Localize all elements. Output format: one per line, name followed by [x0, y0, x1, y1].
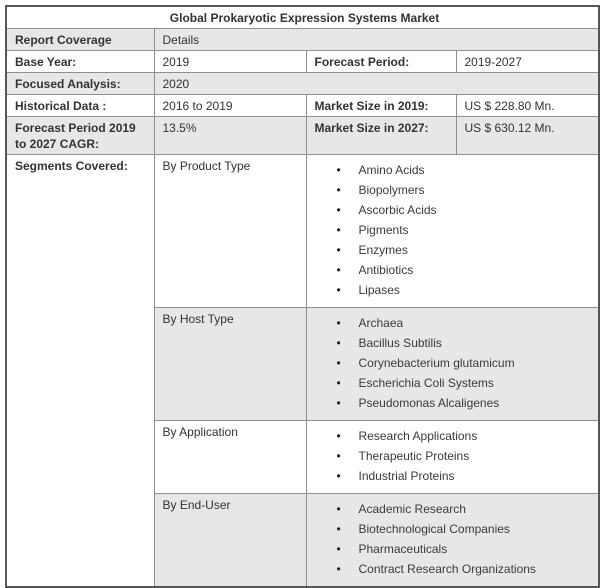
- list-item-label: Pharmaceuticals: [358, 542, 448, 556]
- historical-data-label: Historical Data :: [5, 94, 155, 117]
- bullet-icon: •: [336, 469, 341, 483]
- list-item: • Contract Research Organizations: [315, 559, 595, 579]
- report-coverage-value: Details: [153, 28, 600, 51]
- focused-analysis-row: Focused Analysis: 2020: [5, 72, 600, 95]
- bullet-icon: •: [336, 183, 341, 197]
- market-size-2027-label: Market Size in 2027:: [305, 116, 457, 155]
- report-coverage-table: Global Prokaryotic Expression Systems Ma…: [5, 5, 601, 588]
- list-item-label: Academic Research: [358, 502, 466, 516]
- list-item: • Industrial Proteins: [315, 466, 595, 486]
- bullet-icon: •: [336, 562, 341, 576]
- bullet-icon: •: [336, 542, 341, 556]
- list-item-label: Research Applications: [358, 429, 478, 443]
- list-item-label: Biopolymers: [358, 183, 425, 197]
- cagr-value: 13.5%: [153, 116, 307, 155]
- forecast-period-label: Forecast Period:: [305, 50, 457, 73]
- bullet-icon: •: [336, 263, 341, 277]
- segment-name-application: By Application: [153, 420, 307, 494]
- list-item-label: Corynebacterium glutamicum: [358, 356, 515, 370]
- focused-analysis-label: Focused Analysis:: [5, 72, 155, 95]
- list-item-label: Biotechnological Companies: [358, 522, 510, 536]
- segment-items-product-type: • Amino Acids • Biopolymers • Ascorbic Acid…: [305, 154, 600, 308]
- segment-items-host-type: • Archaea • Bacillus Subtilis • Corynebacte…: [305, 307, 600, 421]
- segments-covered-label: Segments Covered:: [5, 154, 155, 588]
- bullet-icon: •: [336, 376, 341, 390]
- bullet-list: • Amino Acids • Biopolymers • Ascorbic Acid…: [315, 158, 595, 305]
- list-item: • Amino Acids: [315, 160, 595, 180]
- list-item-label: Enzymes: [358, 243, 408, 257]
- list-item: • Ascorbic Acids: [315, 200, 595, 220]
- market-size-2027-value: US $ 630.12 Mn.: [455, 116, 600, 155]
- bullet-list: • Archaea • Bacillus Subtilis • Corynebacte…: [315, 311, 595, 418]
- list-item-label: Contract Research Organizations: [358, 562, 536, 576]
- list-item: • Biopolymers: [315, 180, 595, 200]
- list-item-label: Amino Acids: [358, 163, 425, 177]
- base-year-value: 2019: [153, 50, 307, 73]
- bullet-icon: •: [336, 522, 341, 536]
- list-item: • Antibiotics: [315, 260, 595, 280]
- bullet-icon: •: [336, 163, 341, 177]
- segment-items-application: • Research Applications • Therapeutic Prot…: [305, 420, 600, 494]
- list-item: • Therapeutic Proteins: [315, 446, 595, 466]
- list-item-label: Antibiotics: [358, 263, 414, 277]
- base-year-row: Base Year: 2019 Forecast Period: 2019-20…: [5, 50, 600, 73]
- base-year-label: Base Year:: [5, 50, 155, 73]
- list-item: • Pigments: [315, 220, 595, 240]
- bullet-icon: •: [336, 316, 341, 330]
- list-item-label: Pseudomonas Alcaligenes: [358, 396, 500, 410]
- bullet-icon: •: [336, 283, 341, 297]
- list-item: • Pharmaceuticals: [315, 539, 595, 559]
- market-size-2019-value: US $ 228.80 Mn.: [455, 94, 600, 117]
- bullet-icon: •: [336, 243, 341, 257]
- list-item: • Enzymes: [315, 240, 595, 260]
- list-item: • Biotechnological Companies: [315, 519, 595, 539]
- title-row: Global Prokaryotic Expression Systems Ma…: [5, 5, 600, 29]
- list-item: • Bacillus Subtilis: [315, 333, 595, 353]
- bullet-icon: •: [336, 502, 341, 516]
- report-coverage-row: Report Coverage Details: [5, 28, 600, 51]
- forecast-period-value: 2019-2027: [455, 50, 600, 73]
- bullet-icon: •: [336, 336, 341, 350]
- list-item-label: Ascorbic Acids: [358, 203, 437, 217]
- list-item: • Escherichia Coli Systems: [315, 373, 595, 393]
- bullet-icon: •: [336, 449, 341, 463]
- page-title: Global Prokaryotic Expression Systems Ma…: [5, 5, 600, 29]
- bullet-list: • Research Applications • Therapeutic Prot…: [315, 424, 595, 491]
- list-item: • Pseudomonas Alcaligenes: [315, 393, 595, 413]
- historical-data-row: Historical Data : 2016 to 2019 Market Si…: [5, 94, 600, 117]
- list-item: • Academic Research: [315, 499, 595, 519]
- report-coverage-label: Report Coverage: [5, 28, 155, 51]
- list-item: • Lipases: [315, 280, 595, 300]
- list-item-label: Pigments: [358, 223, 409, 237]
- bullet-icon: •: [336, 429, 341, 443]
- bullet-icon: •: [336, 396, 341, 410]
- list-item-label: Therapeutic Proteins: [358, 449, 470, 463]
- cagr-label: Forecast Period 2019 to 2027 CAGR:: [5, 116, 155, 155]
- market-size-2019-label: Market Size in 2019:: [305, 94, 457, 117]
- bullet-icon: •: [336, 203, 341, 217]
- segment-row-application: By Application • Research Applications • T…: [6, 420, 600, 494]
- list-item-label: Lipases: [358, 283, 400, 297]
- list-item: • Corynebacterium glutamicum: [315, 353, 595, 373]
- bullet-icon: •: [336, 223, 341, 237]
- list-item: • Archaea: [315, 313, 595, 333]
- list-item-label: Bacillus Subtilis: [358, 336, 442, 350]
- list-item: • Research Applications: [315, 426, 595, 446]
- segment-row-product-type: Segments Covered: By Product Type • Amino…: [5, 154, 600, 588]
- focused-analysis-value: 2020: [153, 72, 600, 95]
- bullet-list: • Academic Research • Biotechnological Com…: [315, 497, 595, 584]
- segment-row-host-type: By Host Type • Archaea • Bacillus Subtilis…: [6, 307, 600, 421]
- historical-data-value: 2016 to 2019: [153, 94, 307, 117]
- cagr-row: Forecast Period 2019 to 2027 CAGR: 13.5%…: [5, 116, 600, 155]
- bullet-icon: •: [336, 356, 341, 370]
- list-item-label: Archaea: [358, 316, 404, 330]
- segment-name-product-type: By Product Type: [153, 154, 307, 308]
- list-item-label: Escherichia Coli Systems: [358, 376, 494, 390]
- report-coverage-table-wrapper: Global Prokaryotic Expression Systems Ma…: [5, 5, 601, 588]
- segment-items-end-user: • Academic Research • Biotechnological Com…: [305, 493, 600, 588]
- segment-name-host-type: By Host Type: [153, 307, 307, 421]
- list-item-label: Industrial Proteins: [358, 469, 455, 483]
- segment-name-end-user: By End-User: [153, 493, 307, 588]
